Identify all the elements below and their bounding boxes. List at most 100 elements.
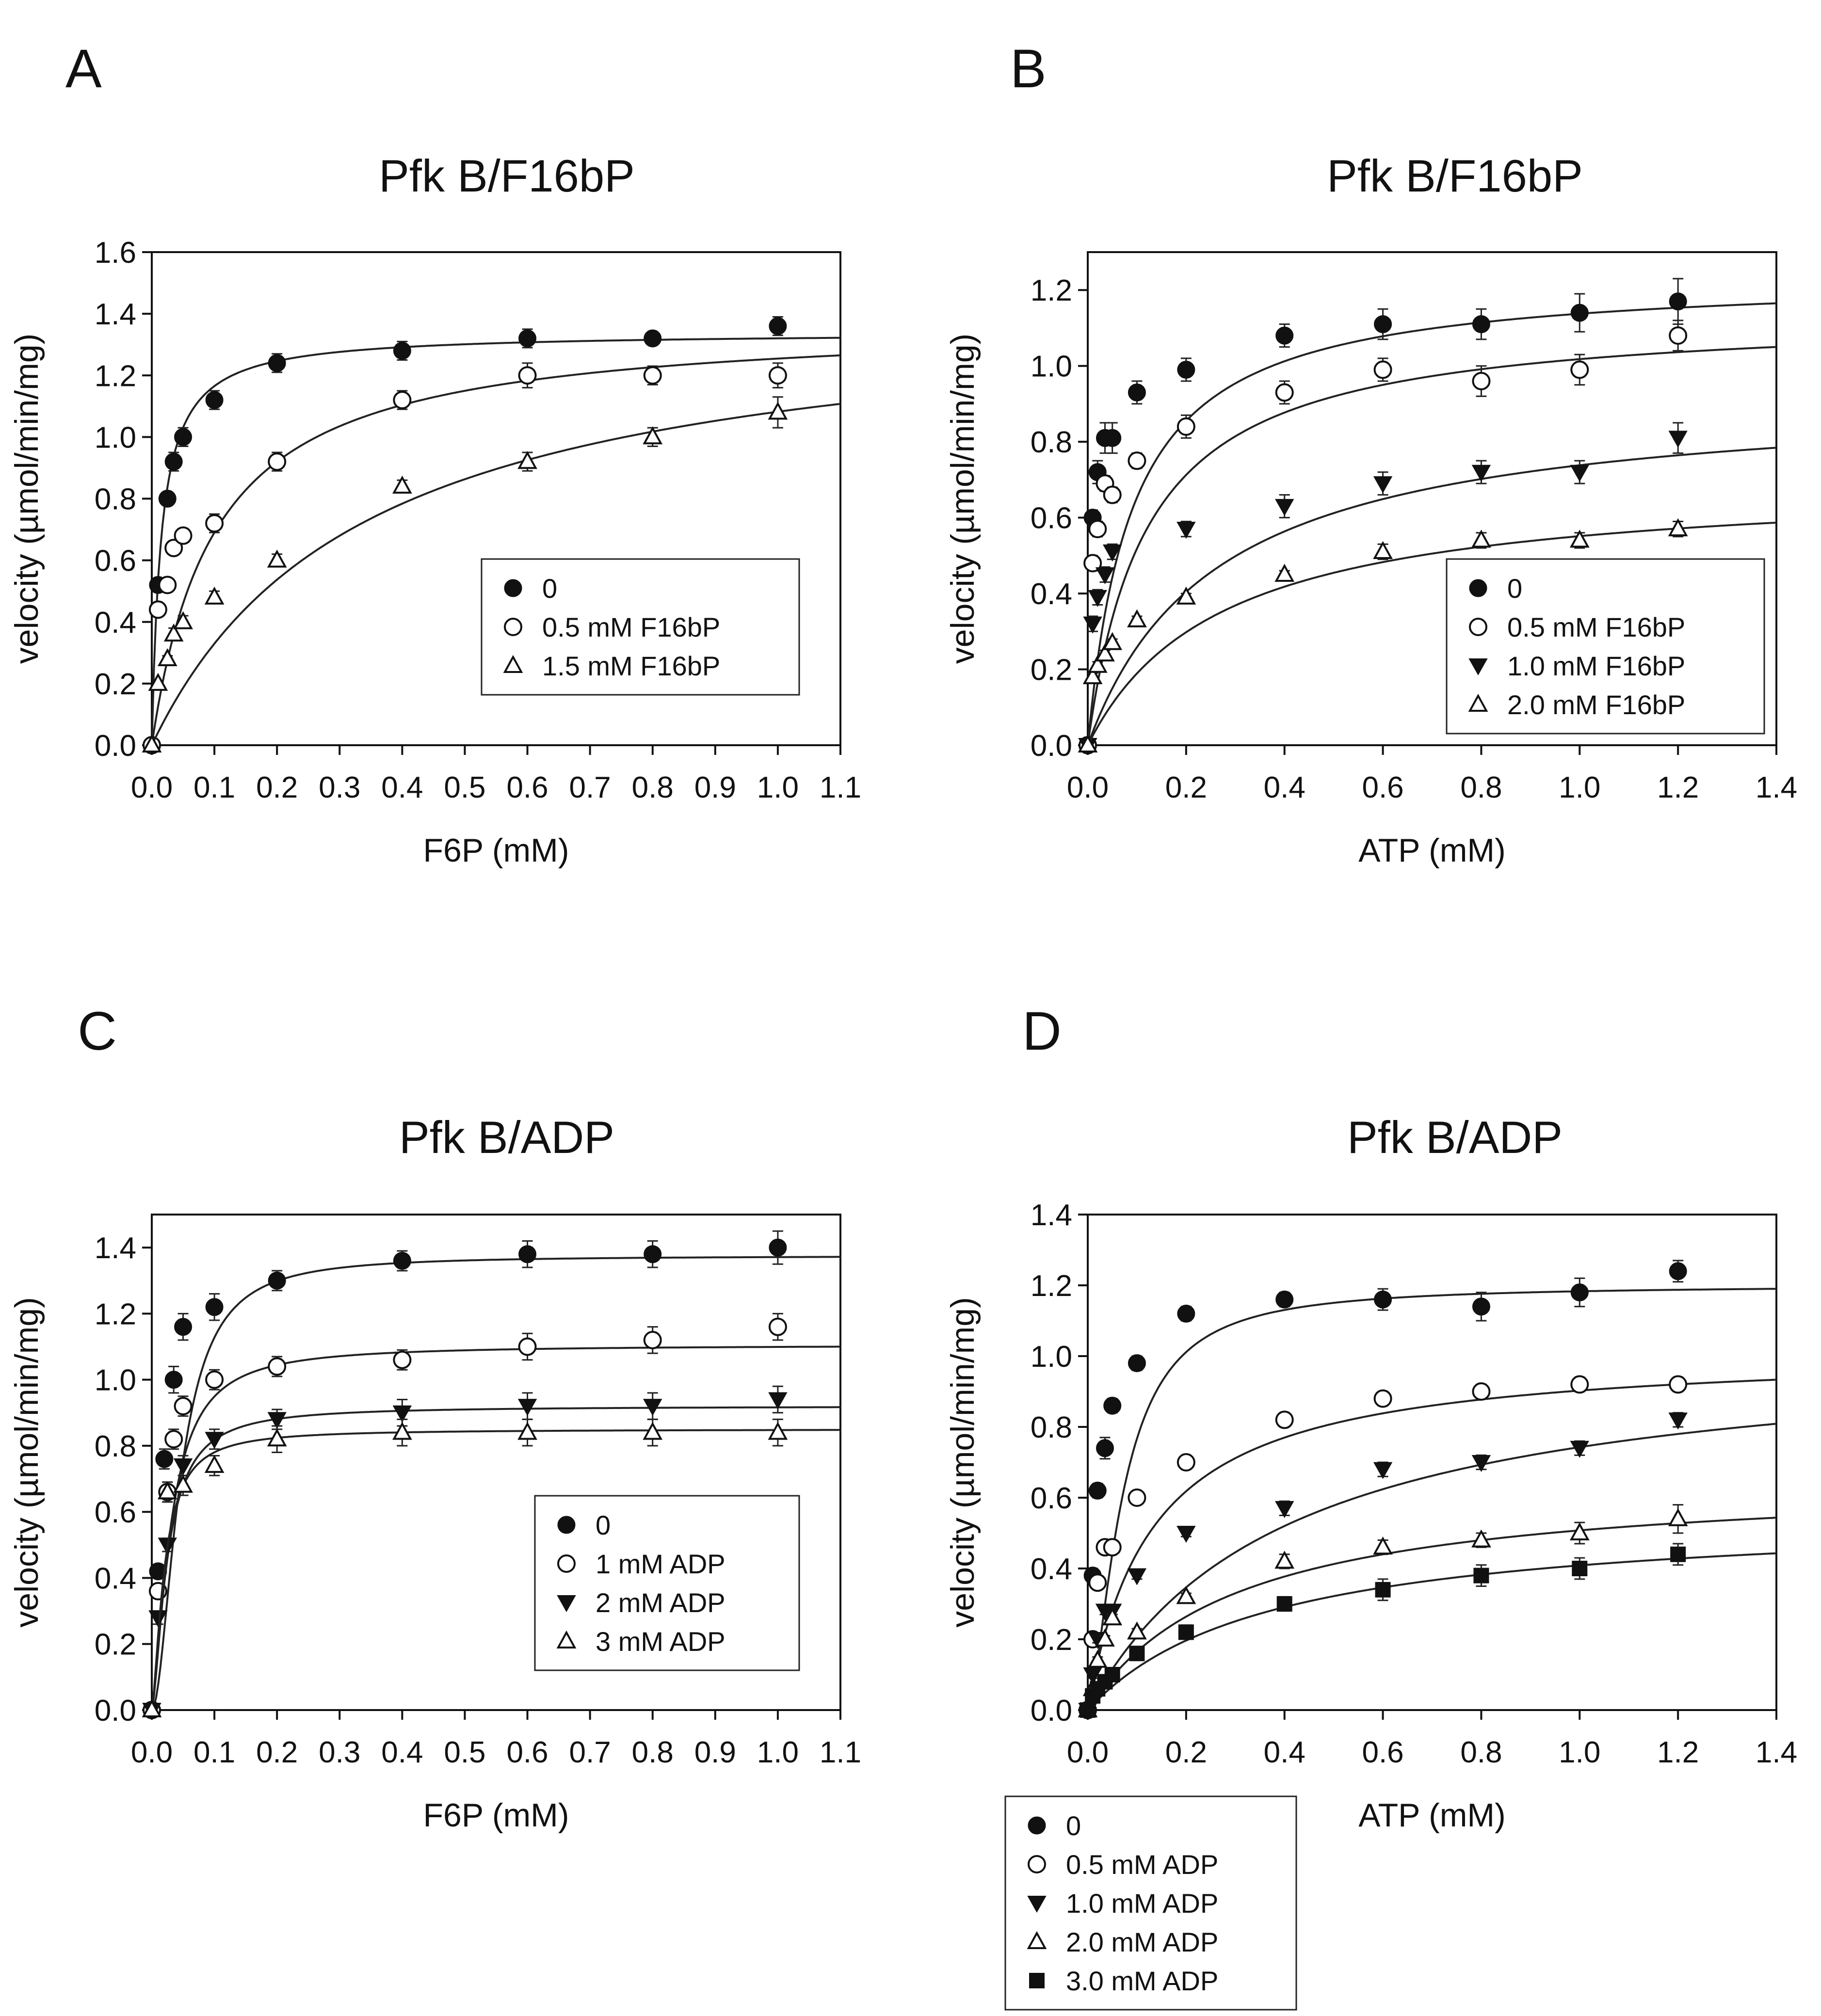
legend-box	[1446, 558, 1765, 735]
data-point	[164, 539, 183, 558]
data-point	[164, 1430, 183, 1449]
y-tick-label: 0.0	[95, 1694, 136, 1728]
data-point	[1570, 1440, 1589, 1458]
legend-box	[534, 1495, 800, 1671]
data-point	[1103, 429, 1122, 447]
x-tick-label: 0.0	[131, 1736, 173, 1769]
fit-curve	[151, 1256, 840, 1711]
data-point	[1083, 1667, 1102, 1685]
legend-label: 2.0 mM ADP	[1066, 1927, 1218, 1957]
data-point	[155, 1450, 174, 1468]
data-point	[157, 1481, 177, 1500]
data-point	[205, 1432, 224, 1449]
series-0	[1079, 278, 1777, 754]
y-tick-label: 0.2	[95, 668, 136, 701]
data-point	[1176, 586, 1196, 605]
series-1	[143, 1312, 840, 1719]
data-point	[1102, 1607, 1123, 1626]
y-tick-label: 0.6	[1031, 502, 1072, 535]
x-tick-label: 0.2	[256, 771, 298, 804]
fit-curve	[1087, 1288, 1776, 1711]
data-point	[1088, 520, 1107, 539]
x-tick-label: 0.4	[1264, 1736, 1305, 1769]
data-point	[1128, 1354, 1146, 1373]
data-point	[1128, 451, 1146, 470]
x-tick-label: 0.3	[319, 771, 360, 804]
data-point	[1570, 304, 1589, 322]
chart-title: Pfk B/F16bP	[379, 150, 635, 201]
y-tick-label: 0.0	[1031, 729, 1072, 763]
data-point	[268, 354, 286, 372]
plot-frame	[1087, 251, 1777, 746]
legend-label: 0.5 mM ADP	[1066, 1849, 1218, 1880]
fit-curve	[1087, 1378, 1777, 1711]
data-point	[1103, 544, 1122, 562]
data-point	[1669, 292, 1687, 311]
data-point	[158, 490, 177, 508]
y-tick-label: 1.0	[1031, 1340, 1072, 1374]
data-point	[1078, 734, 1098, 752]
x-tick-label: 0.6	[1362, 1736, 1403, 1769]
y-tick-label: 1.0	[95, 421, 136, 454]
y-tick-label: 0.8	[95, 483, 136, 516]
data-point	[769, 1238, 787, 1257]
data-point	[1275, 1410, 1294, 1429]
data-point	[1375, 1582, 1391, 1598]
y-axis-label: velocity (µmol/min/mg)	[8, 1297, 45, 1628]
data-point	[1373, 1536, 1393, 1555]
data-point	[518, 1337, 537, 1356]
series-2	[142, 1385, 840, 1720]
data-point	[1083, 616, 1102, 634]
data-point	[643, 1399, 662, 1416]
data-point	[1127, 1568, 1147, 1585]
data-point	[1275, 1290, 1294, 1309]
x-tick-label: 0.6	[1362, 771, 1403, 804]
fit-curve	[151, 336, 841, 746]
x-tick-label: 0.2	[1165, 771, 1207, 804]
data-point	[768, 401, 788, 420]
data-point	[173, 611, 193, 629]
y-tick-label: 0.0	[95, 729, 136, 763]
x-tick-label: 0.9	[694, 1736, 736, 1769]
x-tick-label: 0.8	[632, 1736, 674, 1769]
x-tick-label: 0.5	[444, 1736, 485, 1769]
data-point	[1275, 383, 1294, 402]
data-point	[1668, 1508, 1688, 1526]
data-point	[1471, 529, 1491, 548]
data-point	[1471, 1529, 1491, 1548]
x-tick-label: 0.0	[131, 771, 173, 804]
data-point	[1570, 360, 1589, 379]
data-point	[643, 1422, 663, 1440]
x-tick-label: 1.0	[757, 1736, 799, 1769]
data-point	[517, 1399, 537, 1416]
legend-marker	[1028, 1816, 1046, 1835]
legend-marker	[1468, 658, 1488, 676]
x-tick-label: 0.1	[193, 1736, 235, 1769]
data-point	[1176, 1453, 1195, 1472]
panel-letter: A	[65, 38, 102, 99]
data-point	[1472, 315, 1490, 334]
legend-label: 1.0 mM F16bP	[1507, 651, 1685, 681]
data-point	[174, 428, 193, 446]
series-3	[142, 1418, 840, 1717]
fit-curve	[151, 1429, 840, 1711]
data-point	[768, 366, 787, 385]
panel-b: B Pfk B/F16bP 0.0 0.2 0.4 0.6 0.8 1.0 1.2 1.4 0.0 0…	[944, 38, 1797, 869]
legend: 0 0.5 mM ADP 1.0 mM ADP 2.0 mM ADP 3.0 mM AD…	[1004, 1795, 1297, 2011]
chart-title: Pfk B/F16bP	[1327, 150, 1583, 201]
data-point	[1669, 326, 1688, 345]
data-point	[148, 672, 168, 691]
data-point	[1088, 1481, 1107, 1500]
legend-label: 0	[542, 573, 557, 604]
legend-box	[481, 558, 800, 696]
data-point	[142, 734, 162, 752]
data-point	[393, 391, 412, 410]
y-tick-label: 0.8	[1031, 426, 1072, 459]
x-tick-label: 0.4	[1264, 771, 1305, 804]
data-point	[1374, 1290, 1392, 1309]
data-point	[1104, 1667, 1120, 1682]
data-point	[393, 1251, 411, 1270]
x-tick-label: 0.7	[569, 771, 611, 804]
data-point	[517, 451, 537, 469]
